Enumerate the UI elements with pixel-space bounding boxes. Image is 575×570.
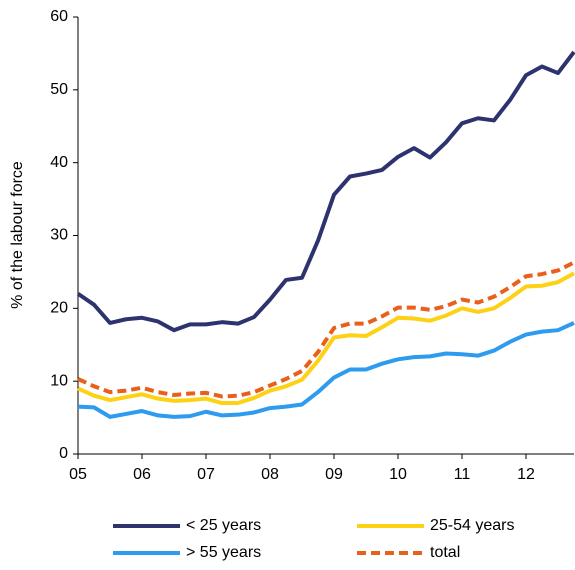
y-tick-label: 60 (50, 8, 68, 25)
y-tick-label: 0 (59, 445, 68, 462)
y-axis-label: % of the labour force (9, 161, 26, 309)
legend-label: 25-54 years (430, 517, 515, 534)
x-tick-label: 10 (389, 466, 407, 483)
x-tick-label: 06 (133, 466, 151, 483)
y-tick-label: 10 (50, 372, 68, 389)
series-line (77, 271, 575, 406)
legend-label: < 25 years (186, 517, 261, 534)
legend-label: > 55 years (186, 544, 261, 561)
y-tick-label: 20 (50, 300, 68, 317)
series-line (76, 50, 575, 333)
y-tick-label: 40 (50, 154, 68, 171)
y-tick-label: 50 (50, 81, 68, 98)
series-line (77, 321, 575, 419)
x-tick-label: 07 (197, 466, 215, 483)
x-tick-label: 12 (517, 466, 535, 483)
x-tick-label: 05 (69, 466, 87, 483)
x-tick-label: 11 (454, 466, 471, 483)
y-tick-label: 30 (50, 227, 68, 244)
x-tick-label: 08 (261, 466, 279, 483)
legend-label: total (430, 544, 460, 561)
series-line (77, 260, 575, 399)
x-tick-label: 09 (325, 466, 343, 483)
